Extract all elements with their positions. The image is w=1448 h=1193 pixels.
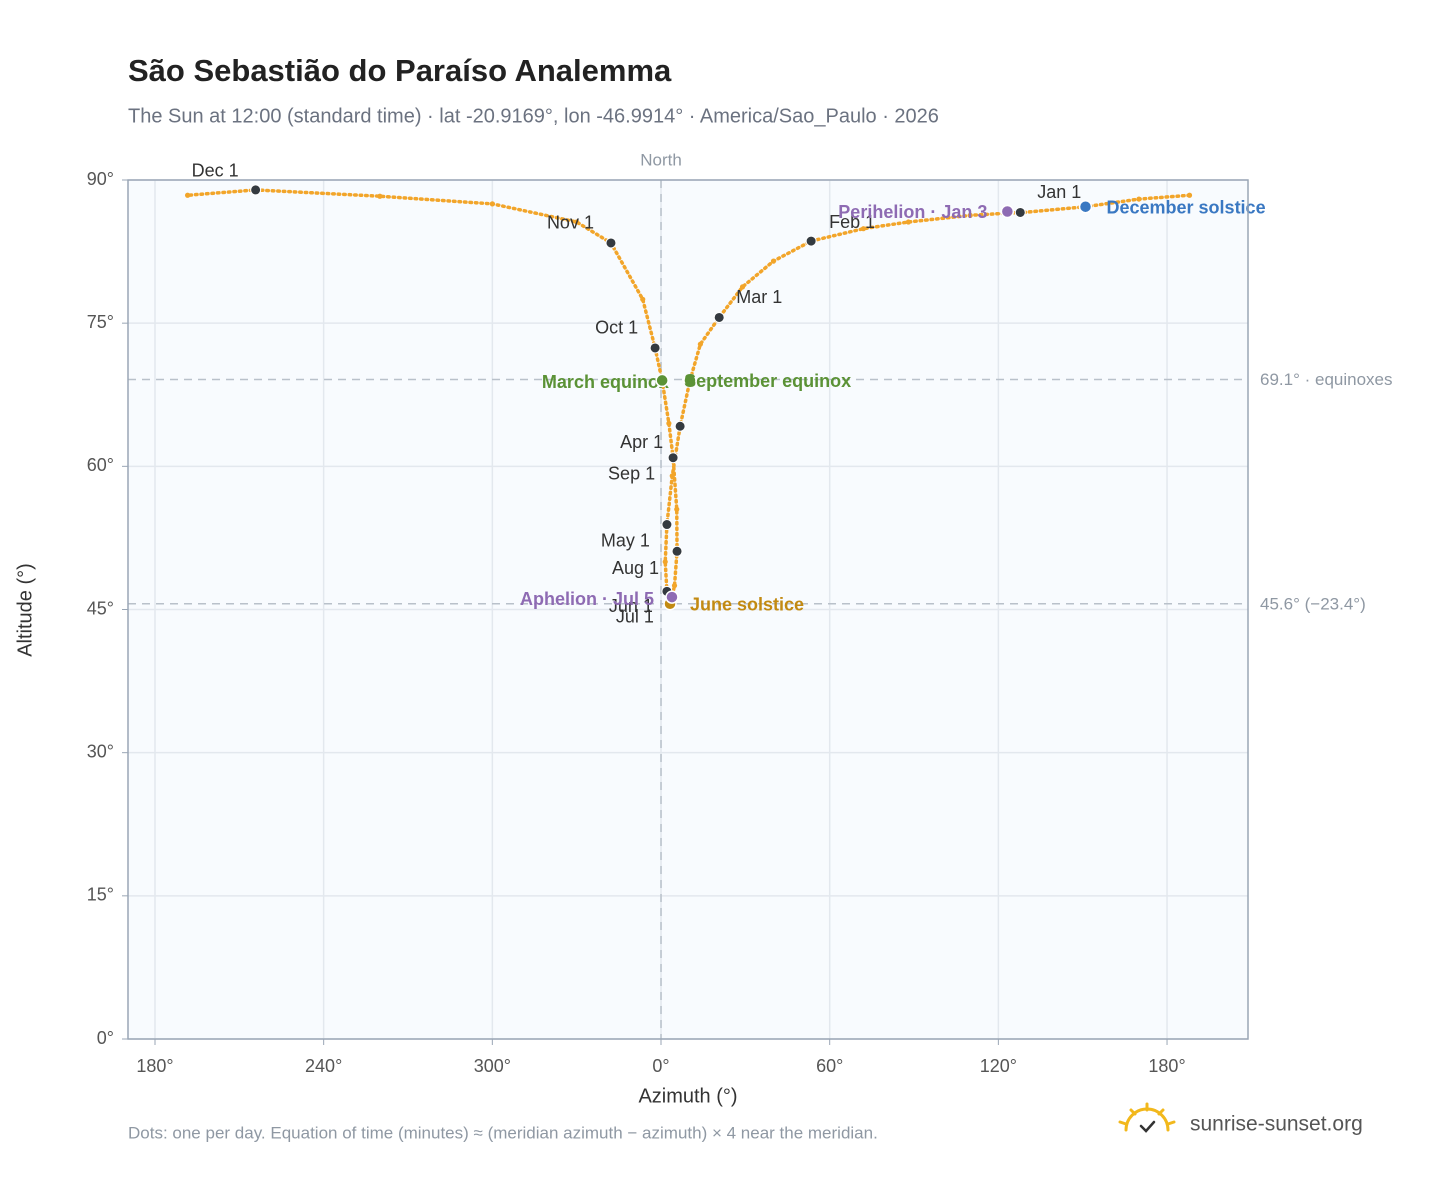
event-marker bbox=[665, 590, 679, 604]
day-dot bbox=[489, 201, 495, 207]
month-marker bbox=[649, 342, 661, 354]
y-axis-label: Altitude (°) bbox=[14, 563, 36, 657]
event-marker bbox=[683, 373, 697, 388]
day-dot bbox=[770, 258, 777, 264]
day-dot bbox=[860, 226, 867, 232]
month-label: Jan 1 bbox=[1037, 182, 1081, 202]
x-tick-label: 60° bbox=[816, 1056, 843, 1076]
month-label: Nov 1 bbox=[547, 213, 594, 233]
month-label: Dec 1 bbox=[192, 161, 239, 181]
day-dot bbox=[739, 284, 746, 290]
x-tick-label: 240° bbox=[305, 1056, 342, 1076]
event-label: March equinox bbox=[542, 372, 669, 392]
month-label: Jun 1 bbox=[609, 596, 653, 616]
month-marker bbox=[250, 184, 262, 196]
day-dot bbox=[574, 219, 580, 225]
month-label: Aug 1 bbox=[612, 558, 659, 578]
month-label: Apr 1 bbox=[620, 432, 663, 452]
month-marker bbox=[1014, 206, 1026, 218]
x-tick-label: 180° bbox=[136, 1056, 173, 1076]
day-dot bbox=[184, 192, 191, 198]
footnote: Dots: one per day. Equation of time (min… bbox=[128, 1123, 878, 1142]
y-tick-label: 30° bbox=[87, 741, 114, 761]
day-dot bbox=[640, 296, 646, 302]
event-label: Aphelion · Jul 5 bbox=[520, 589, 654, 609]
month-marker bbox=[605, 237, 617, 249]
month-marker bbox=[667, 452, 679, 464]
month-marker bbox=[671, 545, 683, 557]
y-tick-label: 75° bbox=[87, 312, 114, 332]
month-label: Mar 1 bbox=[736, 287, 782, 307]
chart-subtitle: The Sun at 12:00 (standard time) · lat -… bbox=[128, 105, 939, 127]
reference-label: 69.1° · equinoxes bbox=[1260, 370, 1393, 389]
x-tick-label: 120° bbox=[980, 1056, 1017, 1076]
day-dot bbox=[377, 193, 383, 199]
day-dot bbox=[1186, 192, 1193, 198]
y-tick-label: 90° bbox=[87, 169, 114, 189]
event-marker bbox=[1000, 204, 1015, 219]
month-marker bbox=[713, 311, 725, 323]
event-label: September equinox bbox=[684, 371, 851, 391]
event-marker bbox=[655, 373, 669, 388]
x-axis-label: Azimuth (°) bbox=[638, 1085, 737, 1107]
day-dot bbox=[1136, 196, 1142, 202]
day-dot bbox=[669, 473, 675, 479]
reference-label: 45.6° (−23.4°) bbox=[1260, 594, 1366, 613]
meridian-label: North bbox=[640, 150, 682, 169]
y-tick-label: 45° bbox=[87, 598, 114, 618]
day-dot bbox=[662, 559, 668, 565]
event-marker bbox=[1078, 199, 1093, 214]
month-label: Jul 1 bbox=[616, 607, 654, 627]
month-label: Sep 1 bbox=[608, 463, 655, 483]
brand-name: sunrise-sunset.org bbox=[1190, 1113, 1363, 1136]
month-marker bbox=[805, 235, 817, 247]
y-tick-label: 0° bbox=[97, 1028, 114, 1048]
day-dot bbox=[967, 212, 973, 218]
event-label: Perihelion · Jan 3 bbox=[838, 202, 987, 222]
x-tick-label: 300° bbox=[474, 1056, 511, 1076]
month-marker bbox=[661, 519, 673, 531]
y-tick-label: 15° bbox=[87, 885, 114, 905]
day-dot bbox=[674, 506, 680, 512]
y-tick-label: 60° bbox=[87, 455, 114, 475]
month-marker bbox=[674, 420, 686, 432]
chart-title: São Sebastião do Paraíso Analemma bbox=[128, 53, 672, 88]
x-tick-label: 180° bbox=[1148, 1056, 1185, 1076]
day-dot bbox=[666, 420, 672, 426]
day-dot bbox=[671, 583, 678, 589]
x-tick-label: 0° bbox=[652, 1056, 669, 1076]
month-label: Feb 1 bbox=[829, 212, 875, 232]
event-label: December solstice bbox=[1107, 197, 1266, 217]
month-label: Oct 1 bbox=[595, 318, 638, 338]
brand-logo bbox=[1118, 1102, 1176, 1133]
day-dot bbox=[697, 341, 703, 347]
day-dot bbox=[905, 219, 912, 225]
event-label: June solstice bbox=[690, 595, 804, 615]
month-label: May 1 bbox=[601, 530, 650, 550]
